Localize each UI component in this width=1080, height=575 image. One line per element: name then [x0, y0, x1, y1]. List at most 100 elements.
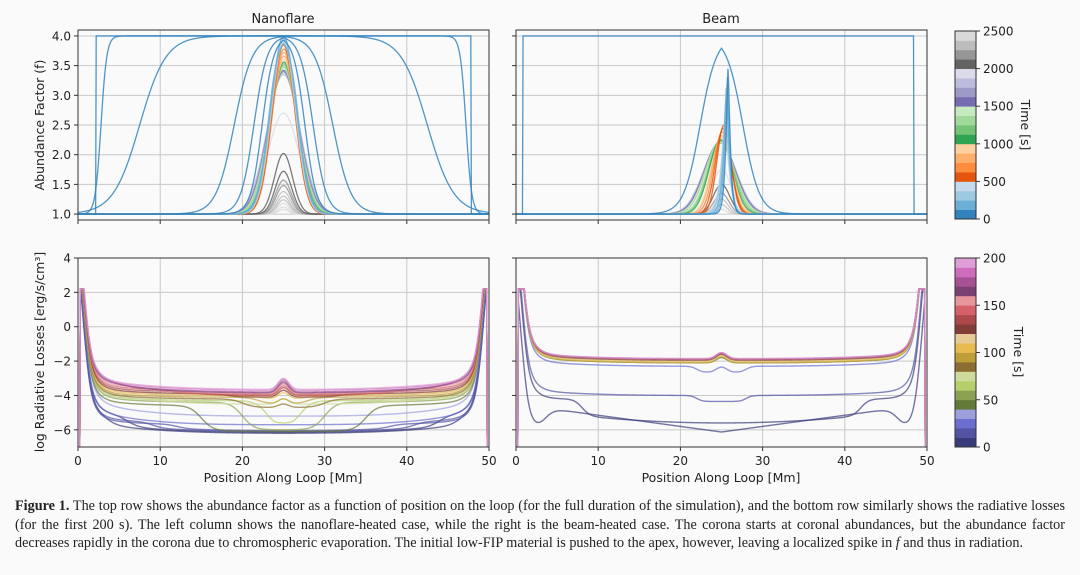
colorbar-top-label: Time [s]: [1018, 99, 1033, 151]
y-tick-label: 3.0: [52, 89, 71, 103]
y-axis-label-abundance: Abundance Factor (f): [32, 60, 47, 191]
colorbar-swatch: [955, 314, 976, 325]
series-line-t90: [517, 288, 926, 447]
panel-beam-abundance: Beam: [512, 12, 928, 224]
series-line-t40: [516, 47, 927, 215]
colorbar-swatch: [955, 209, 976, 220]
colorbar-swatch: [955, 286, 976, 297]
series-line-t5: [517, 288, 926, 447]
y-tick-label: 3.5: [52, 59, 71, 73]
colorbar-swatch: [955, 181, 976, 192]
series-lines: [78, 35, 489, 215]
colorbar-swatch: [955, 125, 976, 135]
series-line-t0: [516, 35, 927, 215]
y-tick-label: 4: [63, 252, 71, 266]
colorbar-swatch: [955, 153, 976, 163]
colorbar-swatch: [955, 200, 976, 210]
colorbar-tick-label: 1000: [983, 137, 1014, 151]
colorbar-frame: [954, 30, 977, 220]
colorbar-tick-label: 1500: [983, 100, 1014, 114]
x-tick-label: 10: [153, 454, 168, 468]
series-line-t5: [79, 288, 488, 447]
caption-text-1: The top row shows the abundance factor a…: [15, 498, 1065, 552]
colorbar-swatch: [955, 343, 976, 353]
colorbar-tick-label: 100: [983, 346, 1006, 360]
x-tick-label: 20: [673, 454, 688, 468]
colorbar-bottom-label: Time [s]: [1011, 326, 1026, 378]
series-line-t195: [79, 288, 488, 447]
colorbar-swatch: [955, 172, 976, 182]
panel-title-beam: Beam: [702, 12, 740, 27]
y-tick-label: −4: [53, 389, 71, 403]
colorbar-swatch: [955, 40, 976, 51]
series-line-t95: [79, 288, 488, 447]
series-line-t105: [79, 288, 488, 447]
colorbar-swatch: [955, 78, 976, 88]
series-line-t20: [79, 288, 488, 447]
series-line-t165: [79, 288, 488, 447]
series-line-t0: [78, 35, 489, 215]
caption-label: Figure 1.: [15, 498, 70, 514]
series-line-t185: [79, 288, 488, 447]
colorbar-tick-label: 0: [983, 213, 991, 227]
y-tick-label: 2.0: [52, 148, 71, 162]
x-tick-label: 10: [591, 454, 606, 468]
x-axis-label-right: Position Along Loop [Mm]: [642, 470, 801, 485]
colorbar-tick-label: 2500: [983, 25, 1014, 39]
caption-text-2: and thus in radiation.: [899, 535, 1024, 552]
colorbar-tick-label: 150: [983, 299, 1006, 313]
colorbar-swatch: [955, 143, 976, 154]
x-tick-label: 40: [399, 454, 414, 468]
colorbar-swatch: [955, 115, 976, 126]
colorbar-swatch: [955, 418, 976, 429]
colorbar-swatch: [955, 380, 976, 391]
colorbar-top: Time [s] 0 500 1000 1500 2000 2500: [954, 25, 1033, 227]
y-tick-label: 1.0: [52, 208, 71, 222]
plot-area: [78, 258, 489, 447]
colorbar-tick-label: 200: [983, 252, 1006, 266]
series-line-t120: [517, 288, 926, 447]
series-line-t195: [517, 288, 926, 447]
colorbar-swatch: [955, 190, 976, 201]
colorbar-swatch: [955, 399, 976, 410]
colorbar-swatch: [955, 106, 976, 116]
colorbar-swatch: [955, 390, 976, 401]
colorbar-swatch: [955, 258, 976, 268]
colorbar-swatch: [955, 371, 976, 382]
colorbar-tick-label: 50: [983, 393, 998, 407]
panel-nanoflare-abundance: Nanoflare Abundance Factor (f) 1.0 1.5 2.0…: [32, 12, 490, 224]
series-line-t85: [79, 288, 488, 447]
series-line-t60: [78, 36, 489, 215]
panel-nanoflare-radiative-losses: Position Along Loop [Mm] log Radiative L…: [32, 252, 497, 486]
series-line-t135: [79, 288, 488, 447]
series-line-t12: [517, 288, 926, 447]
panel-title-nanoflare: Nanoflare: [251, 12, 314, 27]
colorbar-swatch: [955, 96, 976, 107]
figure-caption: Figure 1. The top row shows the abundanc…: [15, 497, 1065, 553]
series-line-t110: [517, 288, 926, 447]
colorbar-swatch: [955, 162, 976, 173]
x-tick-label: 30: [317, 454, 332, 468]
series-line-t45: [79, 288, 488, 447]
colorbar-swatch: [955, 333, 976, 344]
series-line-t55: [79, 288, 488, 447]
colorbar-tick-label: 0: [983, 441, 991, 455]
x-tick-label: 50: [481, 454, 496, 468]
colorbar-swatch: [955, 87, 976, 98]
x-tick-label: 0: [512, 454, 520, 468]
series-line-t0: [517, 301, 926, 447]
colorbar-tick-label: 2000: [983, 62, 1014, 76]
series-line-t15: [79, 288, 488, 447]
colorbar-swatch: [955, 68, 976, 79]
panel-beam-radiative-losses: Position Along Loop [Mm] 0 10 20 30 40 50: [512, 257, 935, 485]
y-tick-label: 2.5: [52, 119, 71, 133]
y-tick-label: 4.0: [52, 29, 71, 43]
colorbar-swatch: [955, 324, 976, 334]
colorbar-swatch: [955, 59, 976, 69]
caption-italic-f: f: [895, 535, 900, 552]
x-tick-label: 50: [919, 454, 934, 468]
colorbar-tick-label: 500: [983, 175, 1006, 189]
colorbar-swatch: [955, 305, 976, 316]
y-tick-label: 1.5: [52, 178, 71, 192]
x-axis-label-left: Position Along Loop [Mm]: [204, 470, 363, 485]
